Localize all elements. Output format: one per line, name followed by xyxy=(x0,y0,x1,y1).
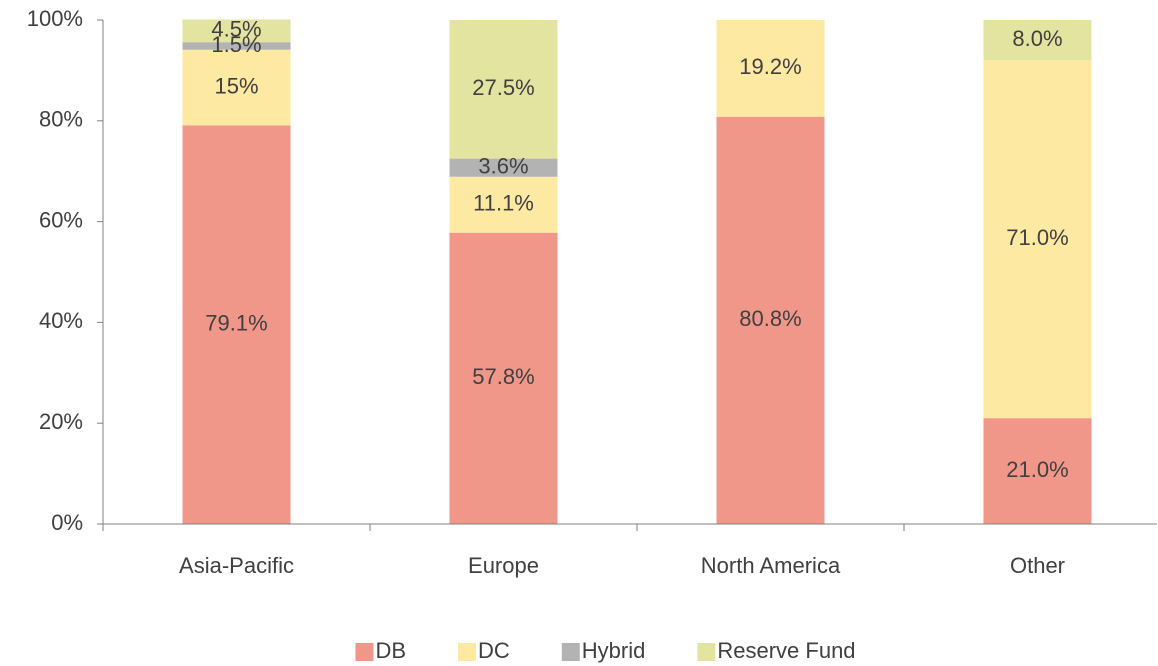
bar-segment xyxy=(983,20,1092,61)
bar-segment xyxy=(449,20,558,159)
legend-label: Reserve Fund xyxy=(717,638,855,663)
x-tick-label: Europe xyxy=(468,553,539,578)
data-label: 27.5% xyxy=(472,75,534,100)
data-label: 8.0% xyxy=(1012,26,1062,51)
data-label: 15% xyxy=(214,73,258,98)
y-tick-label: 0% xyxy=(51,510,83,535)
legend-swatch xyxy=(697,643,716,661)
data-label: 11.1% xyxy=(473,191,534,216)
bar-segment xyxy=(182,49,291,126)
data-label: 3.6% xyxy=(478,153,528,178)
bar-segment xyxy=(449,158,558,177)
bar-segment xyxy=(983,418,1092,524)
bar-segment xyxy=(983,60,1092,419)
legend-swatch xyxy=(355,643,374,661)
legend-label: DB xyxy=(375,638,406,663)
data-label: 1.5% xyxy=(211,32,261,57)
bar-segment xyxy=(182,42,291,50)
bar-segment xyxy=(449,176,558,233)
x-tick-label: Asia-Pacific xyxy=(179,553,294,578)
data-label: 21.0% xyxy=(1006,457,1068,482)
data-label: 4.5% xyxy=(211,17,261,42)
data-label: 19.2% xyxy=(739,54,801,79)
legend-swatch xyxy=(458,643,477,661)
x-tick-label: Other xyxy=(1010,553,1065,578)
y-tick-label: 100% xyxy=(27,6,83,31)
bar-segment xyxy=(716,116,825,524)
y-tick-label: 60% xyxy=(39,207,83,232)
legend-label: DC xyxy=(478,638,510,663)
x-tick-label: North America xyxy=(701,553,841,578)
bar-segment xyxy=(716,20,825,117)
data-label: 71.0% xyxy=(1006,225,1068,250)
bar-segment xyxy=(182,125,291,524)
legend: DB DC Hybrid Reserve Fund xyxy=(355,638,856,663)
y-tick-label: 40% xyxy=(39,308,83,333)
data-label: 80.8% xyxy=(739,306,801,331)
legend-label: Hybrid xyxy=(582,638,646,663)
y-tick-label: 20% xyxy=(39,409,83,434)
bar-segment xyxy=(449,232,558,525)
bar-segment xyxy=(182,19,291,43)
legend-swatch xyxy=(561,643,580,661)
data-label: 57.8% xyxy=(472,364,534,389)
data-label: 79.1% xyxy=(205,310,267,335)
y-tick-label: 80% xyxy=(39,107,83,132)
